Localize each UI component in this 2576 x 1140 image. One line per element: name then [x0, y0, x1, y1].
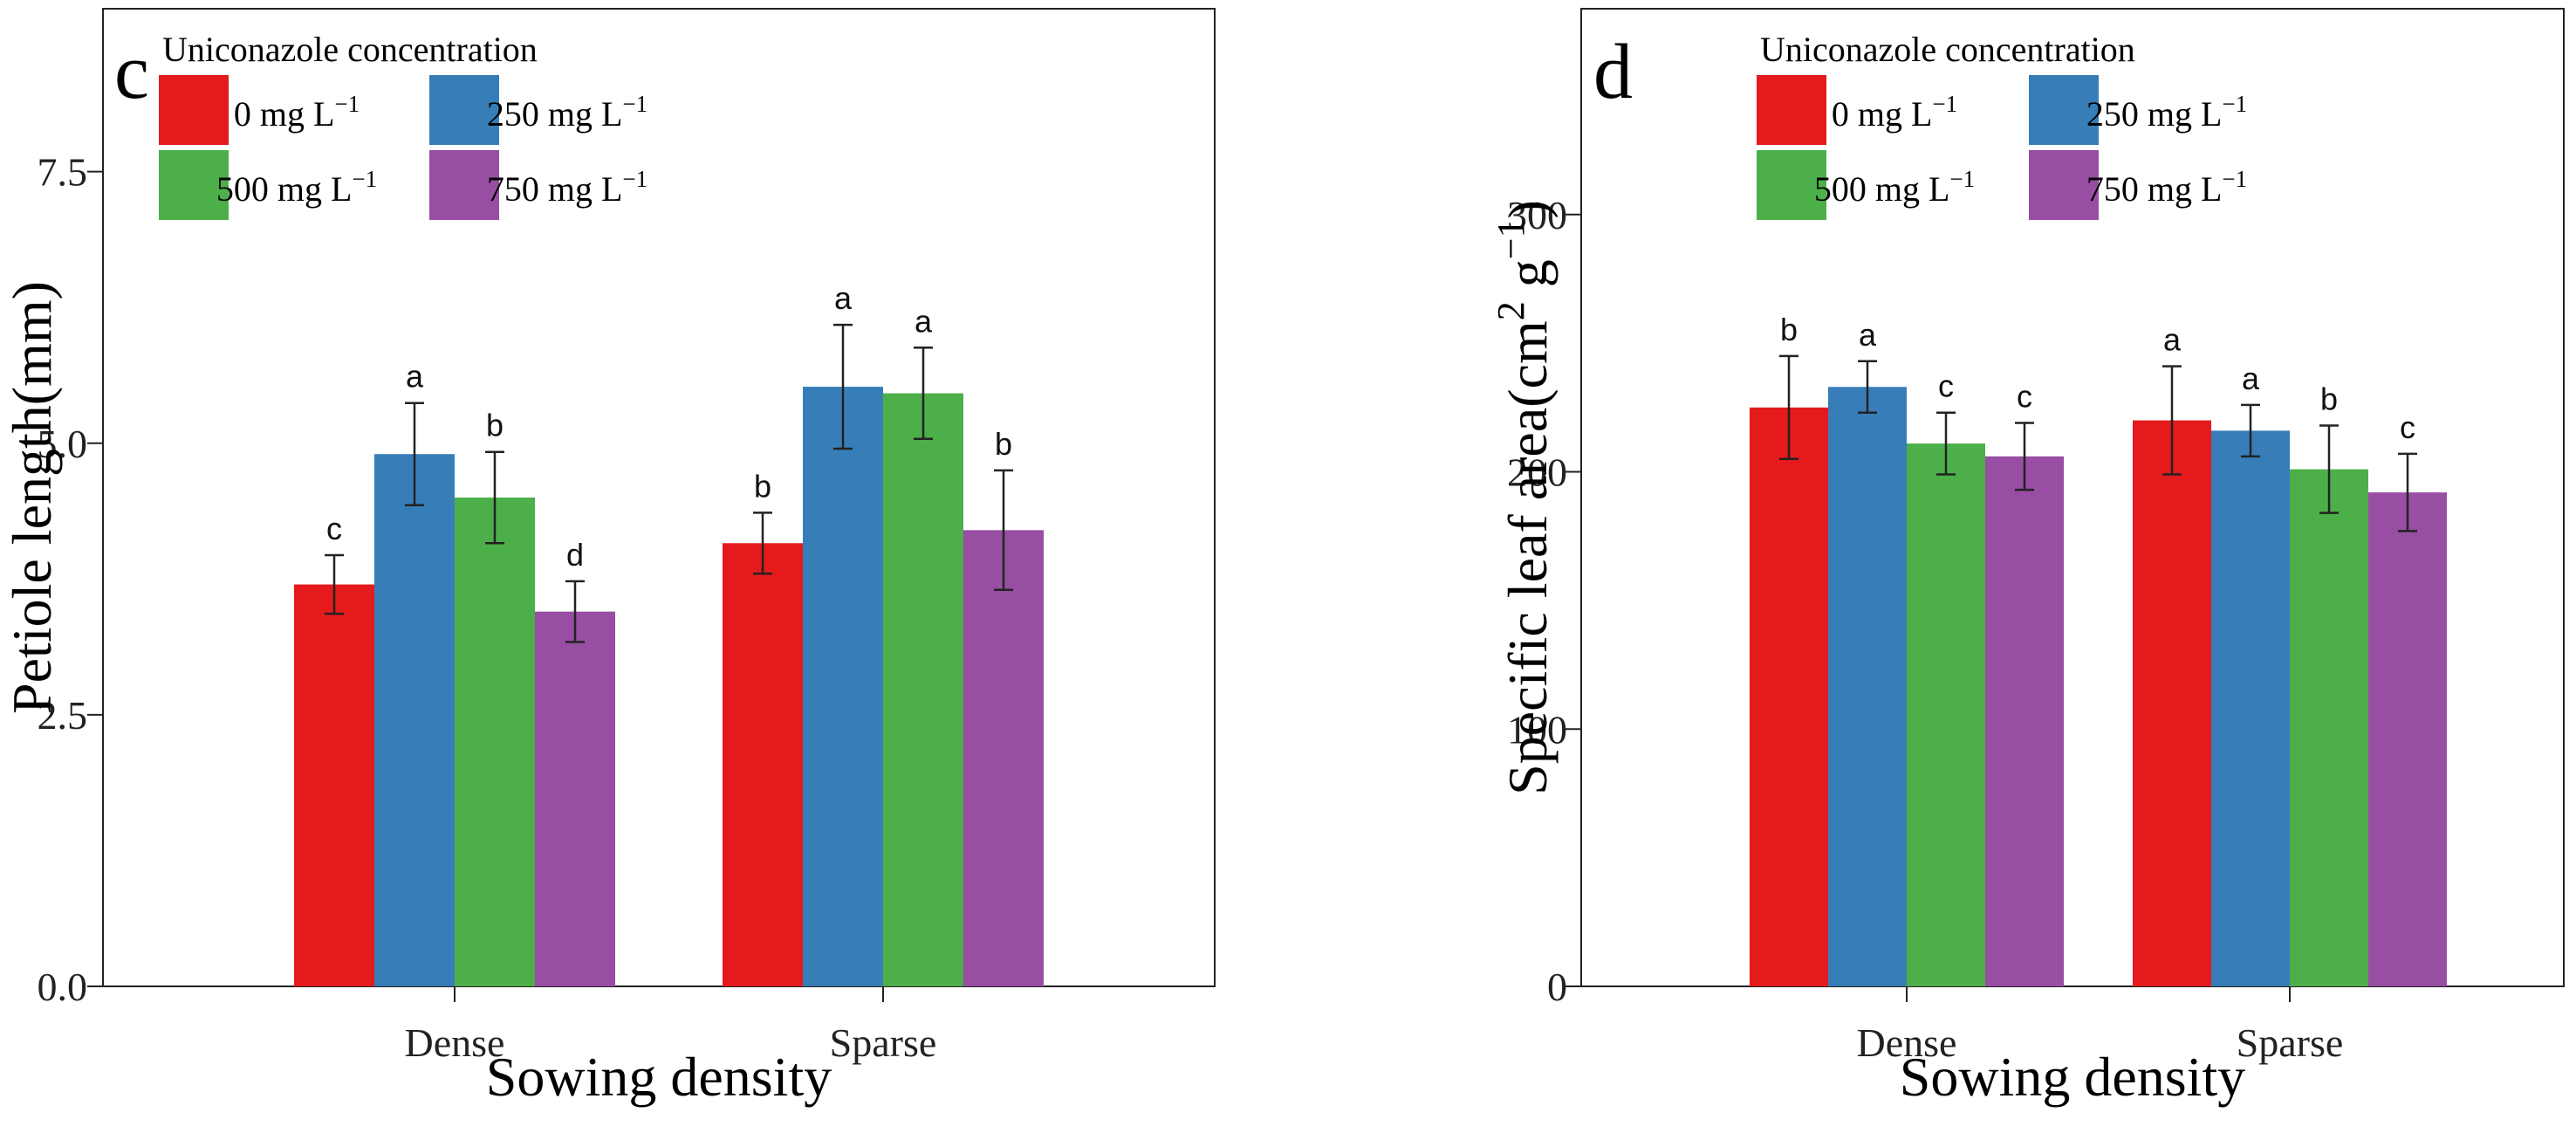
bar-dense-500mg [1907, 443, 1985, 987]
y-axis-label-text: Specific leaf area(cm [1497, 320, 1559, 795]
bar-sparse-250mg [803, 387, 883, 987]
legend-label-text: 500 mg L [1814, 169, 1950, 209]
bar-sparse-0mg [2133, 420, 2211, 986]
legend-label-text: 250 mg L [2086, 94, 2223, 134]
legend-label-text: 500 mg L [216, 169, 353, 209]
legend-label: 500 mg L−1 [216, 166, 377, 209]
significance-letter: c [2017, 379, 2032, 415]
y-tick-label: 200 [1507, 450, 1567, 495]
bar-dense-0mg [294, 584, 374, 986]
plot-frame [102, 8, 1216, 987]
x-tick-label-dense: Dense [1857, 1020, 1957, 1065]
legend-swatch [1757, 75, 1826, 145]
panel-label: c [114, 29, 149, 115]
x-axis-label: Sowing density [486, 1046, 832, 1108]
significance-letter: b [995, 426, 1012, 462]
legend-label: 750 mg L−1 [487, 166, 647, 209]
bar-dense-250mg [374, 454, 455, 986]
y-axis-label: Specific leaf area(cm2 g−1) [1490, 200, 1559, 795]
legend-label-sup: −1 [2222, 91, 2247, 117]
y-tick-label: 0 [1547, 965, 1567, 1009]
legend-label-sup: −1 [2222, 166, 2247, 192]
bar-sparse-500mg [883, 393, 963, 986]
y-axis-label: Petiole length(mm) [1, 281, 63, 714]
significance-letter: a [1859, 317, 1877, 353]
significance-letter: a [2242, 361, 2260, 396]
legend-label-text: 0 mg L [234, 94, 335, 134]
significance-letter: c [2400, 409, 2415, 445]
legend-label-text: 0 mg L [1832, 94, 1933, 134]
bar-sparse-250mg [2211, 430, 2290, 986]
significance-letter: d [566, 537, 584, 573]
y-tick-label: 100 [1507, 707, 1567, 752]
significance-letter: b [486, 408, 504, 443]
legend-label: 500 mg L−1 [1814, 166, 1975, 209]
plot-frame [1580, 8, 2565, 987]
significance-letter: c [1938, 368, 1954, 404]
significance-letter: a [406, 359, 424, 395]
y-axis-label-text: ) [1497, 200, 1559, 218]
legend-swatch [159, 75, 229, 145]
legend-label: 250 mg L−1 [2086, 91, 2247, 134]
bar-dense-750mg [1985, 456, 2064, 986]
legend-title: Uniconazole concentration [1760, 30, 2135, 69]
y-tick-label: 7.5 [38, 150, 88, 195]
legend-label-sup: −1 [622, 91, 647, 117]
legend-label-sup: −1 [1949, 166, 1975, 192]
legend-label: 0 mg L−1 [1832, 91, 1957, 134]
bar-dense-750mg [535, 611, 615, 986]
y-tick-label: 5.0 [38, 422, 88, 466]
bar-dense-250mg [1828, 387, 1907, 986]
significance-letter: b [754, 468, 771, 504]
legend-swatch [429, 150, 499, 220]
legend-label-text: 750 mg L [2086, 169, 2223, 209]
legend-label-text: 750 mg L [487, 169, 623, 209]
significance-letter: a [2163, 322, 2182, 358]
significance-letter: b [1780, 312, 1798, 347]
legend-label-sup: −1 [352, 166, 377, 192]
legend-label: 0 mg L−1 [234, 91, 360, 134]
bar-sparse-500mg [2290, 469, 2368, 986]
legend-label-text: 250 mg L [487, 94, 623, 134]
significance-letter: c [326, 511, 342, 546]
x-tick-label-dense: Dense [405, 1020, 505, 1065]
significance-letter: a [834, 280, 853, 316]
legend-swatch [429, 75, 499, 145]
legend-swatch [159, 150, 229, 220]
legend-title: Uniconazole concentration [162, 30, 538, 69]
legend-label-sup: −1 [1932, 91, 1957, 117]
x-axis-label: Sowing density [1900, 1046, 2245, 1108]
legend-label-sup: −1 [334, 91, 360, 117]
y-tick-label: 2.5 [38, 693, 88, 738]
y-axis-label-text: Petiole length(mm) [1, 281, 63, 714]
significance-letter: b [2320, 381, 2338, 416]
legend-label: 250 mg L−1 [487, 91, 647, 134]
y-tick-label: 300 [1507, 193, 1567, 237]
legend-label-sup: −1 [622, 166, 647, 192]
x-tick-label-sparse: Sparse [2237, 1020, 2344, 1065]
bar-dense-500mg [455, 498, 535, 986]
y-tick-label: 0.0 [38, 965, 88, 1009]
x-tick-label-sparse: Sparse [830, 1020, 937, 1065]
y-axis-label-sup: −1 [1490, 218, 1532, 259]
legend-swatch [2029, 150, 2099, 220]
y-axis-label-text: g [1497, 259, 1559, 301]
y-axis-label-sup: 2 [1490, 301, 1532, 320]
bar-dense-0mg [1750, 407, 1828, 986]
legend-swatch [1757, 150, 1826, 220]
bar-sparse-0mg [723, 543, 803, 986]
significance-letter: a [915, 303, 933, 339]
legend-label: 750 mg L−1 [2086, 166, 2247, 209]
panel-label: d [1593, 29, 1633, 115]
bar-sparse-750mg [963, 530, 1044, 986]
bar-sparse-750mg [2368, 492, 2447, 986]
legend-swatch [2029, 75, 2099, 145]
